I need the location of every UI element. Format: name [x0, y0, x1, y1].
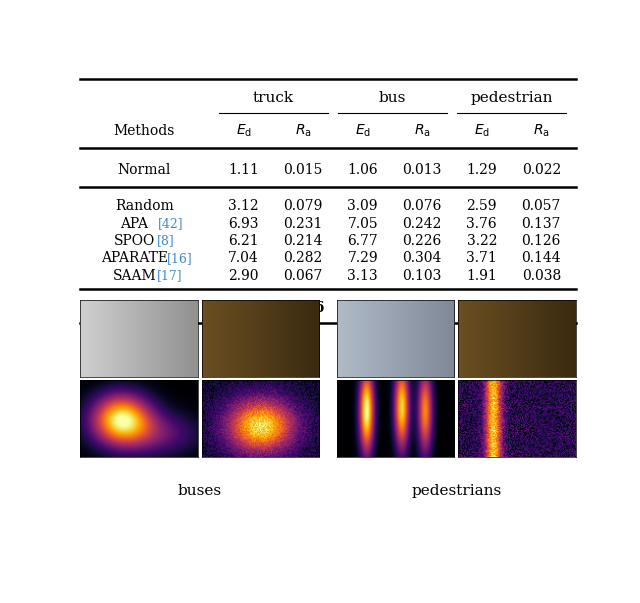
- Text: 0.103: 0.103: [403, 268, 442, 283]
- Text: 0.057: 0.057: [522, 200, 561, 213]
- Text: 0.614: 0.614: [401, 301, 444, 315]
- Text: 6.93: 6.93: [228, 216, 259, 231]
- Text: $E_\mathrm{d}$: $E_\mathrm{d}$: [355, 122, 371, 139]
- Text: 0.022: 0.022: [522, 163, 561, 177]
- Text: bus: bus: [379, 91, 406, 106]
- Text: pedestrians: pedestrians: [411, 484, 501, 497]
- Text: 0.214: 0.214: [284, 234, 323, 248]
- Text: 1.11: 1.11: [228, 163, 259, 177]
- Text: [8]: [8]: [156, 235, 174, 247]
- Text: SAAM: SAAM: [113, 268, 156, 283]
- Text: 0.079: 0.079: [284, 200, 323, 213]
- Text: $E_\mathrm{d}$: $E_\mathrm{d}$: [236, 122, 252, 139]
- Text: SPOO: SPOO: [114, 234, 155, 248]
- Text: 3.71: 3.71: [467, 251, 497, 265]
- Text: 0.013: 0.013: [403, 163, 442, 177]
- Text: 14.11: 14.11: [221, 301, 266, 315]
- Text: 3.09: 3.09: [348, 200, 378, 213]
- Text: 0.126: 0.126: [522, 234, 561, 248]
- Text: $R_\mathrm{a}$: $R_\mathrm{a}$: [533, 122, 550, 139]
- Text: 0.015: 0.015: [284, 163, 323, 177]
- Text: 3.76: 3.76: [467, 216, 497, 231]
- Text: 3.13: 3.13: [348, 268, 378, 283]
- Text: $R_\mathrm{a}$: $R_\mathrm{a}$: [414, 122, 431, 139]
- Text: 2.59: 2.59: [467, 200, 497, 213]
- Text: 0.576: 0.576: [282, 301, 325, 315]
- Text: 3.12: 3.12: [228, 200, 259, 213]
- Text: 3.22: 3.22: [467, 234, 497, 248]
- Text: Random: Random: [115, 200, 174, 213]
- Text: 0.067: 0.067: [284, 268, 323, 283]
- Text: 7.04: 7.04: [228, 251, 259, 265]
- Text: $E_\mathrm{d}$: $E_\mathrm{d}$: [474, 122, 490, 139]
- Text: truck: truck: [253, 91, 294, 106]
- Text: APA: APA: [120, 216, 148, 231]
- Text: 6.77: 6.77: [348, 234, 378, 248]
- Text: 7.05: 7.05: [348, 216, 378, 231]
- Text: 0.076: 0.076: [403, 200, 442, 213]
- Text: 0.231: 0.231: [284, 216, 323, 231]
- Text: 1.29: 1.29: [467, 163, 497, 177]
- Text: pedestrian: pedestrian: [470, 91, 553, 106]
- Text: 15.07: 15.07: [341, 301, 385, 315]
- Text: $R_\mathrm{a}$: $R_\mathrm{a}$: [295, 122, 312, 139]
- Text: 0.137: 0.137: [522, 216, 561, 231]
- Text: 0.038: 0.038: [522, 268, 561, 283]
- Text: 0.304: 0.304: [403, 251, 442, 265]
- Text: 0.226: 0.226: [403, 234, 442, 248]
- Text: APARATE: APARATE: [101, 251, 168, 265]
- Text: [16]: [16]: [167, 252, 193, 265]
- Text: 0.353: 0.353: [520, 301, 563, 315]
- Text: buses: buses: [178, 484, 222, 497]
- Text: 0.282: 0.282: [284, 251, 323, 265]
- Text: 1.06: 1.06: [348, 163, 378, 177]
- Text: [17]: [17]: [156, 269, 182, 282]
- Text: Methods: Methods: [114, 124, 175, 137]
- Text: 2.90: 2.90: [228, 268, 259, 283]
- Text: 1.91: 1.91: [467, 268, 497, 283]
- Text: Ours: Ours: [126, 301, 163, 315]
- Text: 0.144: 0.144: [522, 251, 561, 265]
- Text: [42]: [42]: [158, 217, 184, 230]
- Text: 7.29: 7.29: [348, 251, 378, 265]
- Text: 0.242: 0.242: [403, 216, 442, 231]
- Text: 8.37: 8.37: [465, 301, 499, 315]
- Text: Normal: Normal: [118, 163, 171, 177]
- Text: 6.21: 6.21: [228, 234, 259, 248]
